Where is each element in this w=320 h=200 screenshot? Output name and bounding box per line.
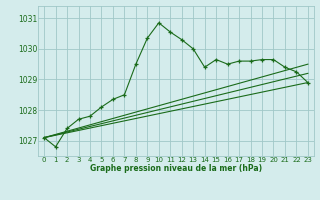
X-axis label: Graphe pression niveau de la mer (hPa): Graphe pression niveau de la mer (hPa) (90, 164, 262, 173)
